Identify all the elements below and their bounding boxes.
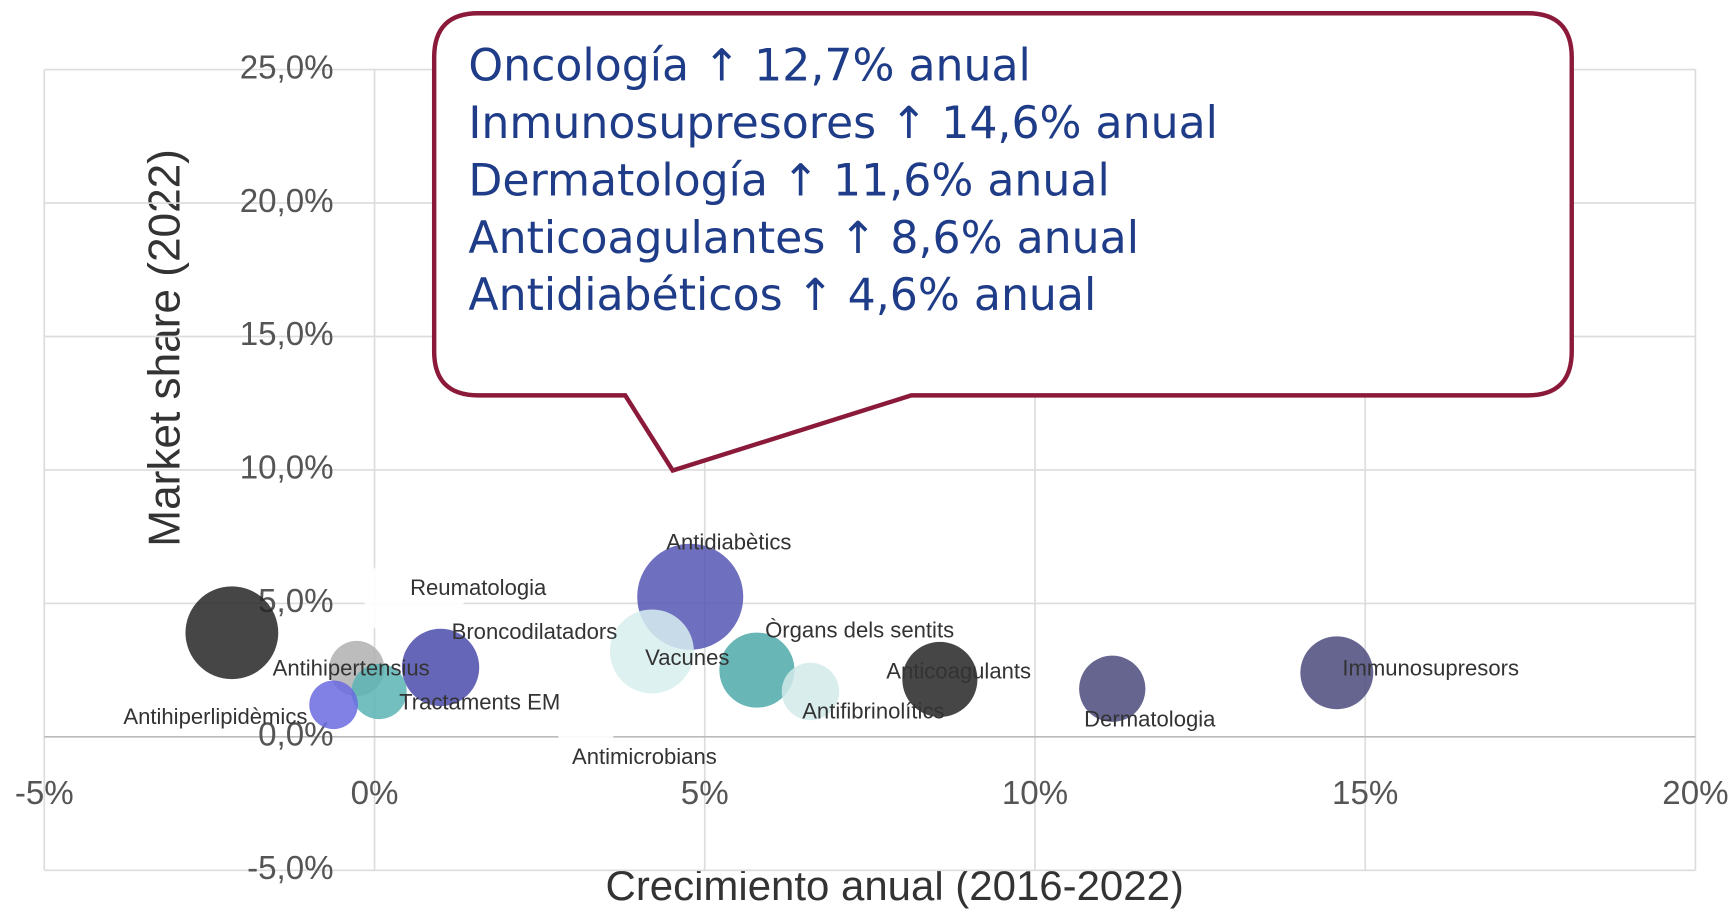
x-tick-label: 10% bbox=[1002, 775, 1068, 812]
callout-text: Inmunosupresores ↑ 14,6% anual bbox=[468, 98, 1217, 149]
bubble bbox=[902, 641, 978, 718]
callout-text: Antidiabéticos ↑ 4,6% anual bbox=[468, 270, 1096, 321]
callout-box bbox=[431, 11, 1574, 474]
bubble-label: Antihiperlipidèmics bbox=[123, 704, 307, 729]
bubble bbox=[1300, 636, 1374, 710]
x-tick-label: 20% bbox=[1662, 775, 1728, 812]
y-tick-label: 25,0% bbox=[240, 49, 334, 86]
y-tick-label: 10,0% bbox=[240, 450, 334, 487]
x-tick-label: 5% bbox=[681, 775, 729, 812]
x-tick-label: 15% bbox=[1332, 775, 1398, 812]
x-tick-label: 0% bbox=[351, 775, 399, 812]
bubble-label: Anticoagulants bbox=[886, 659, 1031, 684]
bubble-label: Broncodilatadors bbox=[452, 619, 618, 644]
bubble-label: Immunosupresors bbox=[1342, 655, 1519, 680]
x-tick-label: -5% bbox=[15, 775, 74, 812]
y-axis-title: Market share (2022) bbox=[141, 149, 190, 547]
bubble bbox=[351, 663, 407, 720]
bubble-label: Antifibrinolítics bbox=[802, 698, 944, 723]
bubble-label: Reumatologia bbox=[410, 575, 547, 600]
bubble-label: Dermatologia bbox=[1084, 707, 1216, 732]
bubble bbox=[781, 662, 840, 721]
bubble bbox=[609, 609, 694, 694]
bubble bbox=[185, 586, 279, 680]
y-tick-label: 15,0% bbox=[240, 316, 334, 353]
bubble-label: Antidiabètics bbox=[666, 530, 791, 555]
bubble-label: Antimicrobians bbox=[572, 744, 717, 769]
y-tick-label: -5,0% bbox=[247, 850, 334, 887]
bubble-label: Òrgans dels sentits bbox=[765, 617, 954, 642]
bubble-label: Vacunes bbox=[645, 645, 729, 670]
bubble bbox=[552, 685, 620, 752]
y-tick-label: 20,0% bbox=[240, 183, 334, 220]
bubble bbox=[1079, 655, 1146, 722]
bubble-label: Antihipertensius bbox=[273, 655, 430, 680]
callout-text: Anticoagulantes ↑ 8,6% anual bbox=[468, 213, 1139, 264]
x-axis-title: Crecimiento anual (2016-2022) bbox=[606, 862, 1184, 909]
bubble bbox=[719, 632, 795, 708]
bubble-label: Tractaments EM bbox=[399, 689, 560, 714]
callout-text: Dermatología ↑ 11,6% anual bbox=[468, 155, 1109, 206]
callout-text: Oncología ↑ 12,7% anual bbox=[468, 40, 1030, 91]
bubble bbox=[364, 548, 464, 648]
bubble bbox=[401, 628, 480, 707]
bubble bbox=[309, 680, 358, 730]
